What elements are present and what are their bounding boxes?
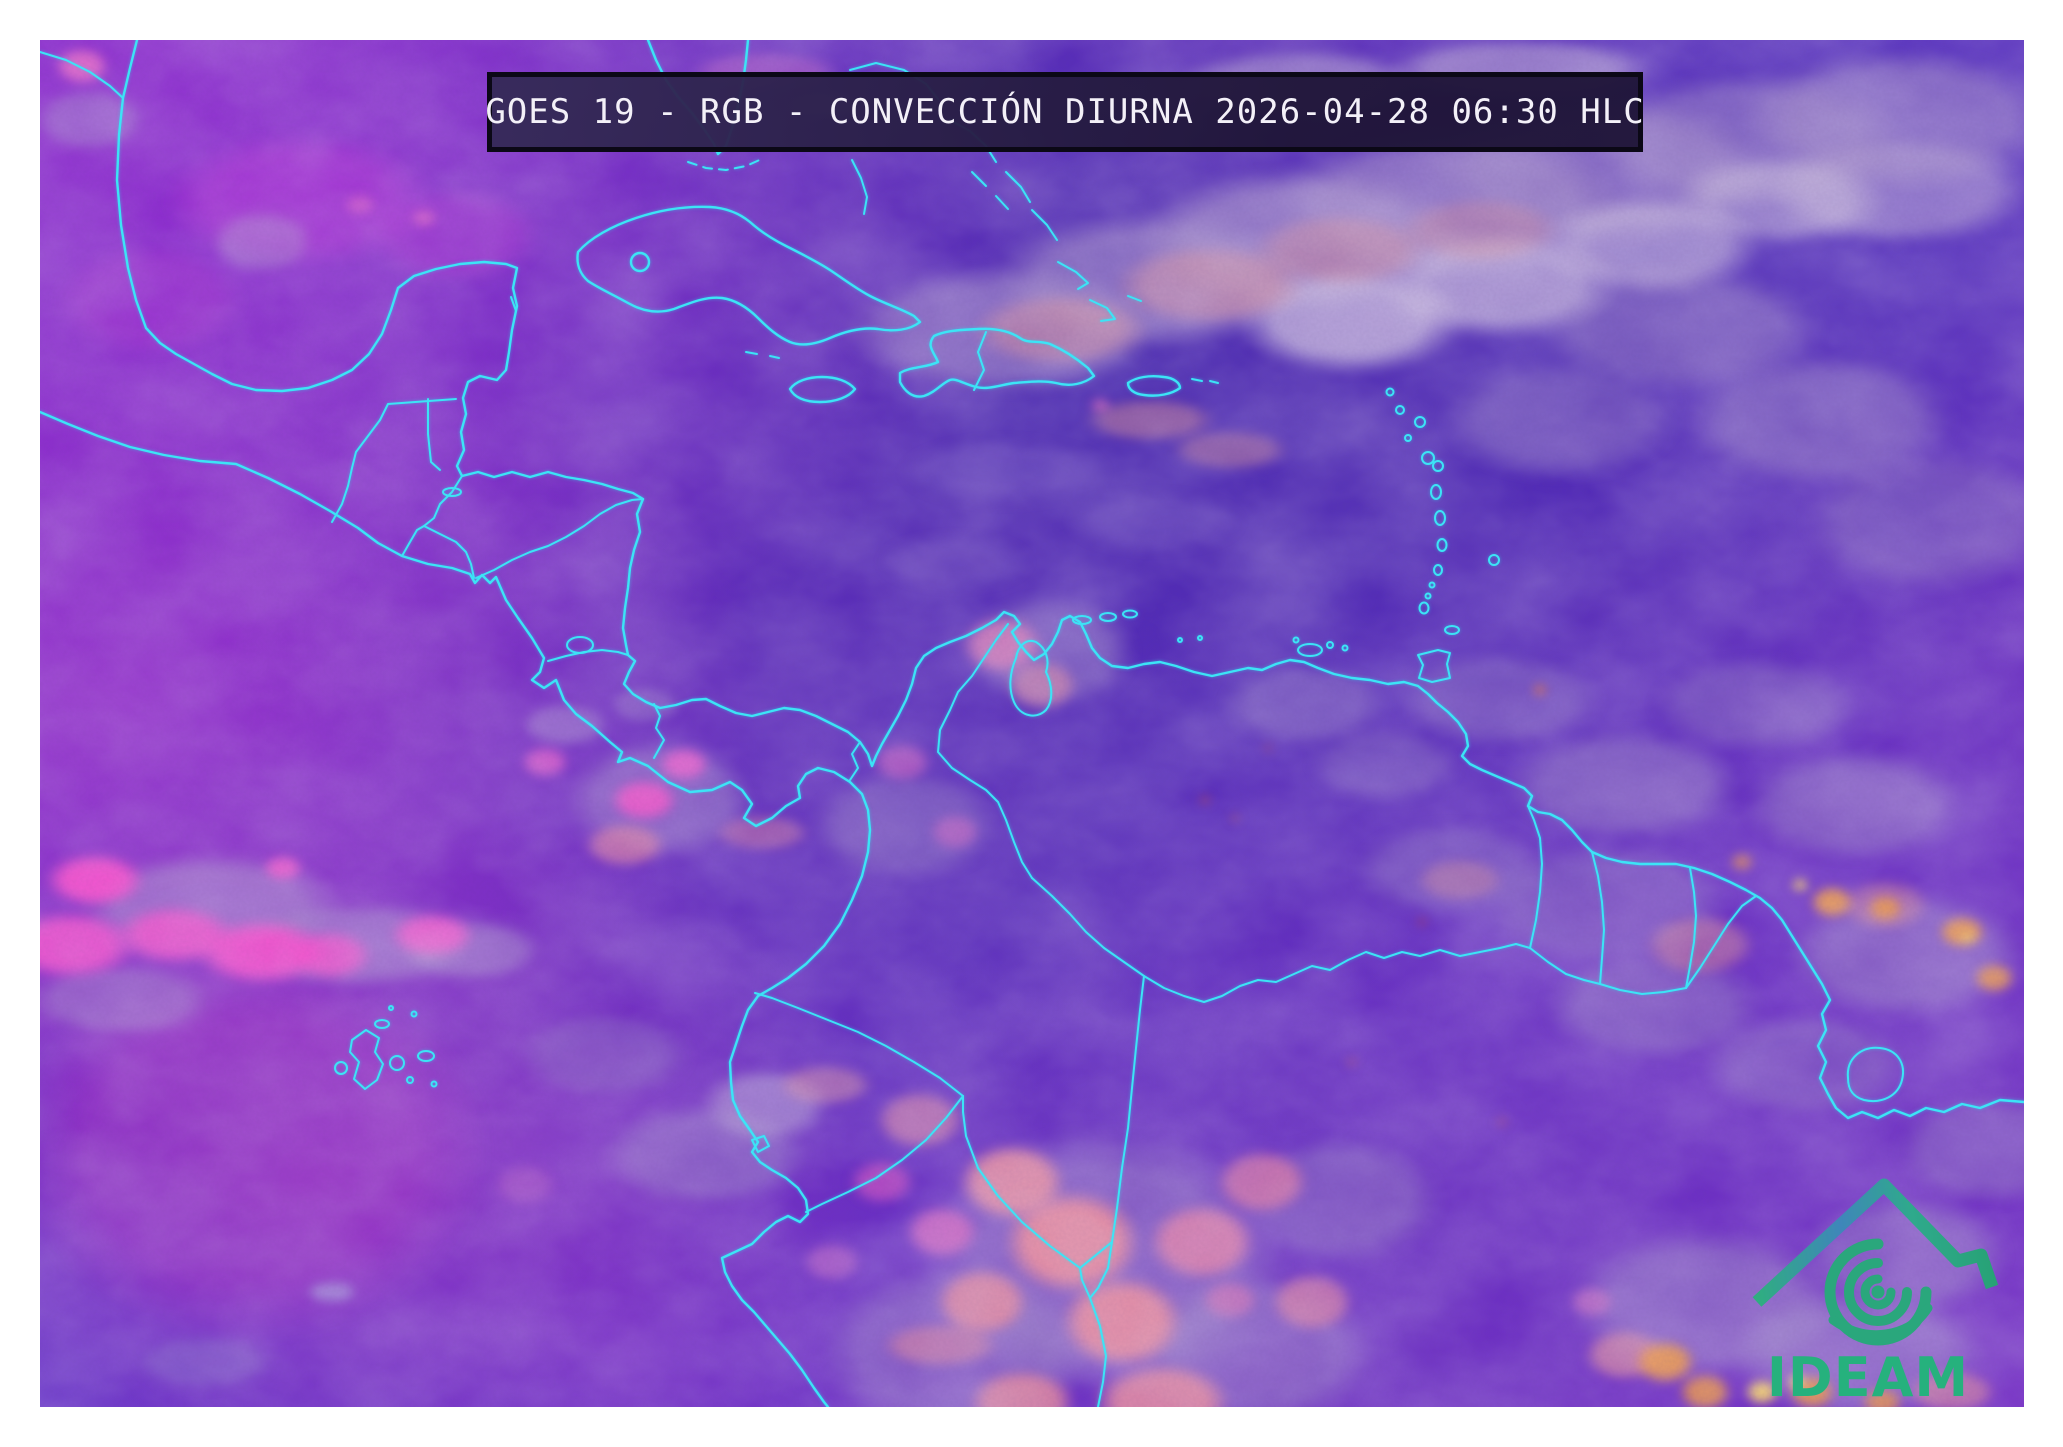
image-grain	[40, 40, 2024, 1407]
title-bar: GOES 19 - RGB - CONVECCIÓN DIURNA 2026-0…	[485, 72, 1645, 152]
title-text: GOES 19 - RGB - CONVECCIÓN DIURNA 2026-0…	[485, 92, 1645, 132]
ideam-logo: IDEAM	[1757, 1185, 1992, 1409]
country-borders	[40, 40, 2024, 1407]
ideam-logo-text: IDEAM	[1767, 1346, 1969, 1409]
hurricane-icon	[1757, 1185, 1992, 1340]
